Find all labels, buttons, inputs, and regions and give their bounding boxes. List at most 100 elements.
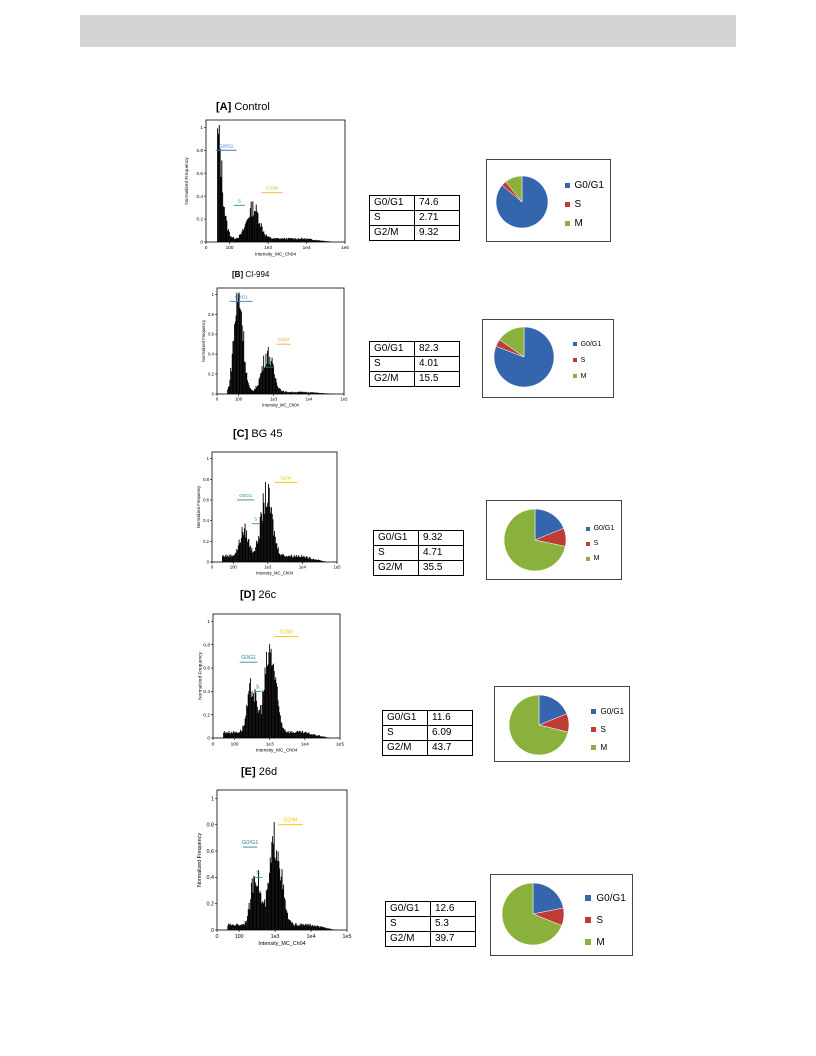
histogram-bar	[238, 292, 240, 394]
histogram-bar	[247, 916, 248, 930]
histogram-bar	[286, 732, 287, 738]
histogram-bar	[273, 535, 275, 562]
histogram-bar	[310, 734, 312, 738]
histogram-bar	[304, 732, 306, 738]
histogram-bar	[237, 238, 239, 242]
histogram-bar	[238, 237, 240, 242]
histogram-bar	[320, 392, 322, 394]
histogram-bar	[305, 239, 307, 242]
histogram-bar	[300, 238, 302, 242]
histogram-bar	[284, 237, 286, 242]
y-tick-label: 1	[211, 796, 214, 802]
histogram-bar	[288, 392, 290, 394]
gate-label: G0/G1	[235, 294, 249, 299]
values-table-26d: G0/G1 12.6 S 5.3 G2/M 39.7	[385, 901, 476, 947]
histogram-bar	[288, 237, 290, 242]
row-label: G2/M	[382, 740, 428, 756]
histogram-bar	[258, 710, 260, 738]
histogram-bar	[333, 929, 335, 930]
histogram-bar	[295, 556, 297, 562]
histogram-bar	[240, 731, 242, 738]
histogram-bar	[249, 387, 251, 394]
histogram-bar	[236, 548, 238, 562]
histogram-bar	[298, 925, 299, 930]
histogram-bar	[228, 231, 230, 242]
histogram-bar	[323, 927, 325, 930]
histogram-bar	[263, 502, 265, 562]
histogram-bar	[275, 677, 277, 738]
legend-ci-994: G0/G1 S M	[573, 336, 601, 384]
histogram-bar	[229, 379, 231, 394]
histogram-bar	[316, 240, 318, 242]
histogram-bar	[251, 216, 253, 242]
histogram-bar	[311, 559, 313, 562]
legend-item: G0/G1	[573, 336, 601, 352]
histogram-bar	[319, 736, 321, 738]
histogram-bar	[278, 706, 280, 738]
values-table-control: G0/G1 74.6 S 2.71 G2/M 9.32	[369, 195, 460, 241]
histogram-bar	[314, 240, 316, 242]
histogram-bar	[289, 238, 291, 242]
histogram-bar	[261, 903, 263, 930]
histogram-bar	[265, 234, 267, 242]
histogram-bar	[254, 211, 256, 242]
histogram-bar	[234, 324, 235, 394]
x-tick-label: 1e3	[264, 565, 272, 570]
histogram-bar	[306, 238, 308, 242]
histogram-bar	[248, 690, 250, 738]
histogram-bar	[263, 231, 265, 242]
histogram-bar	[278, 553, 280, 562]
histogram-bar	[294, 556, 296, 562]
histogram-bar	[266, 236, 268, 242]
histogram-bar	[290, 920, 292, 930]
histogram-bar	[230, 236, 232, 242]
histogram-bar	[287, 392, 289, 394]
histogram-bar	[224, 732, 226, 738]
histogram-bar	[287, 732, 289, 738]
y-tick-label: 0.2	[203, 712, 210, 718]
histogram-bar	[245, 922, 247, 930]
histogram-bar	[234, 554, 235, 562]
histogram-bar	[288, 919, 290, 930]
histogram-bar	[267, 236, 269, 242]
histogram-bar	[232, 733, 234, 738]
histogram-bar	[293, 554, 295, 562]
histogram-bar	[322, 736, 324, 738]
histogram-bar	[317, 560, 319, 562]
row-label: S	[382, 725, 428, 741]
x-axis-label: Intensity_MC_Ch04	[256, 570, 294, 575]
row-label: G2/M	[373, 560, 419, 576]
y-tick-label: 0	[200, 240, 203, 245]
histogram-bar	[303, 556, 305, 562]
values-table-ci-994: G0/G1 82.3 S 4.01 G2/M 15.5	[369, 341, 460, 387]
y-tick-label: 0	[211, 928, 214, 934]
histogram-bar	[231, 924, 233, 930]
legend-swatch	[585, 939, 591, 945]
histogram-bar	[269, 356, 271, 394]
y-axis-label: Normalized Frequency	[196, 485, 201, 528]
histogram-bar	[323, 393, 325, 394]
histogram-bar	[286, 555, 288, 562]
histogram-bar	[287, 556, 289, 562]
histogram-bar	[256, 387, 258, 394]
histogram-bar	[315, 735, 317, 738]
histogram-bar	[292, 732, 294, 738]
legend-swatch	[591, 726, 596, 732]
histogram-bar	[254, 389, 256, 394]
histogram-bar	[232, 924, 234, 930]
histogram-bar	[228, 924, 230, 930]
histogram-bar	[312, 734, 314, 738]
histogram-bar	[259, 890, 261, 930]
y-tick-label: 0.8	[203, 477, 210, 482]
histogram-bar	[262, 370, 264, 394]
legend-item: S	[586, 536, 614, 551]
histogram-bar	[295, 555, 297, 562]
histogram-bar	[280, 238, 282, 242]
histogram-bar	[289, 731, 291, 738]
legend-label: S	[600, 724, 606, 734]
histogram-bar	[250, 678, 251, 738]
histogram-bar	[298, 555, 300, 562]
histogram-bar	[268, 487, 270, 562]
histogram-bar	[256, 543, 258, 562]
x-tick-label: 1e3	[270, 397, 278, 402]
